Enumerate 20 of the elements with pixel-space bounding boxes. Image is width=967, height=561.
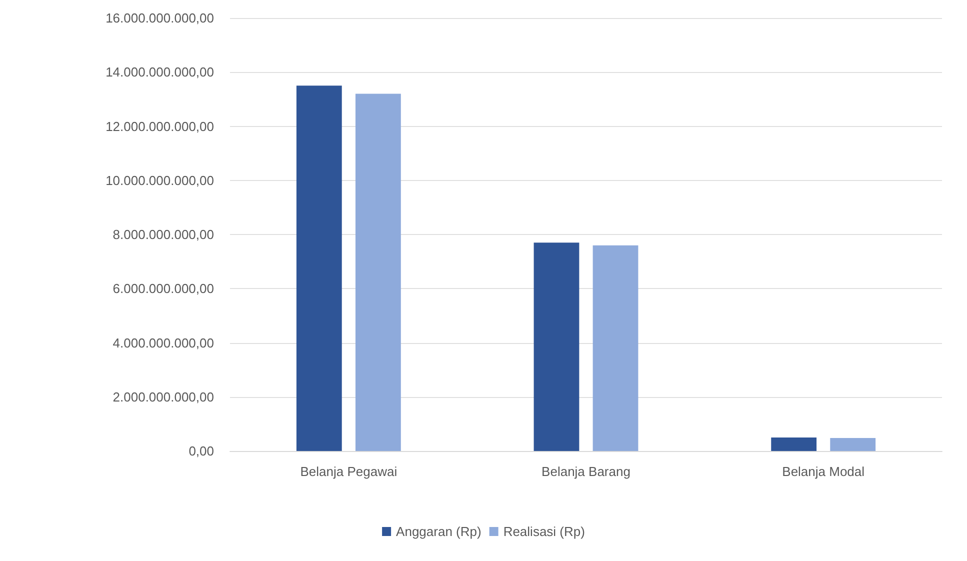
y-tick-label: 8.000.000.000,00 (112, 227, 214, 242)
bar (355, 94, 401, 451)
bar (534, 242, 580, 451)
legend-label: Realisasi (Rp) (503, 524, 585, 539)
x-tick-label: Belanja Pegawai (300, 464, 398, 479)
y-tick-label: 14.000.000.000,00 (106, 64, 214, 80)
y-tick-label: 0,00 (188, 444, 214, 458)
y-tick-label: 2.000.000.000,00 (112, 389, 214, 404)
y-tick-label: 16.000.000.000,00 (106, 10, 214, 26)
y-tick-label: 6.000.000.000,00 (112, 281, 214, 296)
y-tick-label: 10.000.000.000,00 (106, 172, 214, 188)
bar (771, 437, 817, 451)
bar (296, 86, 342, 451)
x-tick-label: Belanja Modal (782, 464, 865, 479)
legend-label: Anggaran (Rp) (396, 524, 482, 539)
x-tick-label: Belanja Barang (542, 464, 630, 479)
y-tick-label: 12.000.000.000,00 (106, 118, 214, 134)
y-tick-label: 4.000.000.000,00 (112, 335, 214, 350)
bar (592, 245, 638, 451)
bar (830, 438, 876, 451)
